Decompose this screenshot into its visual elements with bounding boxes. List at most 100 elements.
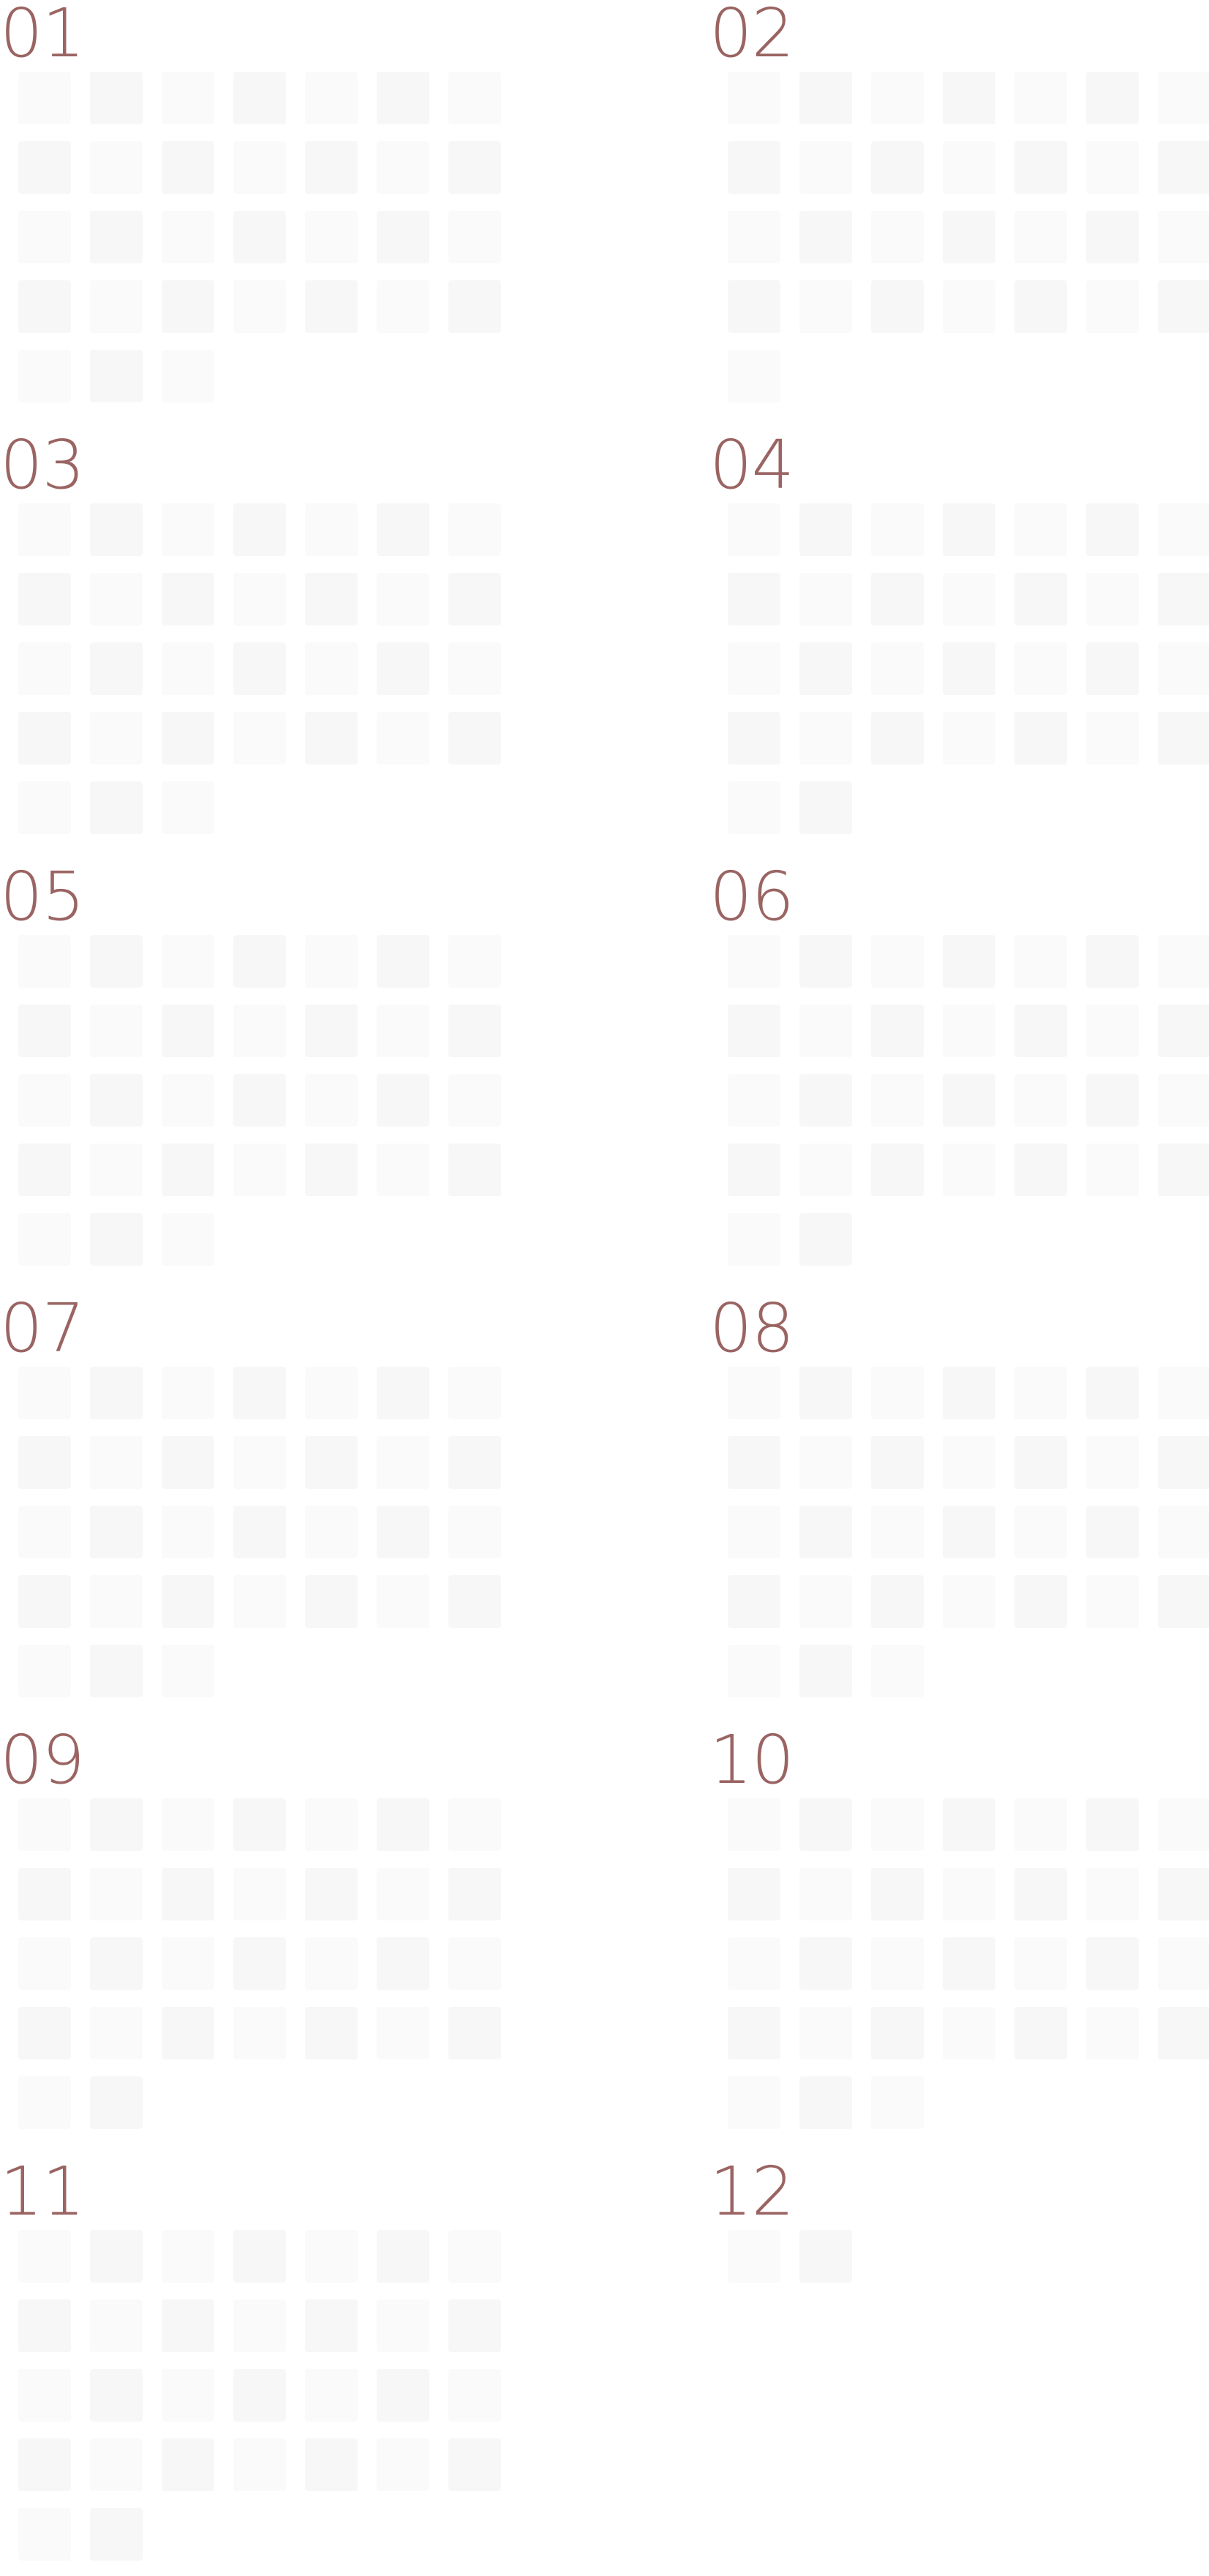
day-cell[interactable] [377,2007,429,2059]
day-cell[interactable] [305,642,358,695]
day-cell[interactable] [233,141,286,194]
day-cell[interactable] [871,1645,924,1697]
day-cell[interactable] [799,280,852,333]
day-cell[interactable] [871,1575,924,1628]
day-cell[interactable] [943,1005,995,1057]
day-cell[interactable] [18,211,71,263]
day-cell[interactable] [305,1575,358,1628]
day-cell[interactable] [1158,1575,1209,1628]
day-cell[interactable] [90,1798,143,1851]
day-cell[interactable] [943,1074,995,1127]
day-cell[interactable] [305,1868,358,1920]
day-cell[interactable] [90,2299,143,2352]
day-cell[interactable] [377,1506,429,1558]
day-cell[interactable] [1014,211,1067,263]
day-cell[interactable] [162,1798,214,1851]
day-cell[interactable] [90,211,143,263]
day-cell[interactable] [233,2299,286,2352]
day-cell[interactable] [871,1144,924,1196]
day-cell[interactable] [943,280,995,333]
day-cell[interactable] [448,2299,501,2352]
day-cell[interactable] [943,211,995,263]
day-cell[interactable] [18,1868,71,1920]
day-cell[interactable] [728,1005,780,1057]
day-cell[interactable] [162,503,214,556]
day-cell[interactable] [1086,280,1139,333]
day-cell[interactable] [305,280,358,333]
day-cell[interactable] [943,72,995,124]
day-cell[interactable] [1158,1005,1209,1057]
day-cell[interactable] [162,573,214,626]
day-cell[interactable] [305,141,358,194]
day-cell[interactable] [448,72,501,124]
day-cell[interactable] [1158,1367,1209,1419]
day-cell[interactable] [1086,1074,1139,1127]
day-cell[interactable] [448,712,501,765]
day-cell[interactable] [1086,935,1139,988]
day-cell[interactable] [799,712,852,765]
day-cell[interactable] [90,781,143,834]
day-cell[interactable] [871,141,924,194]
day-cell[interactable] [18,350,71,402]
day-cell[interactable] [162,72,214,124]
day-cell[interactable] [18,1506,71,1558]
day-cell[interactable] [871,1868,924,1920]
day-cell[interactable] [90,573,143,626]
day-cell[interactable] [799,1798,852,1851]
day-cell[interactable] [162,1213,214,1266]
day-cell[interactable] [233,2369,286,2422]
day-cell[interactable] [1086,1937,1139,1990]
day-cell[interactable] [1158,642,1209,695]
day-cell[interactable] [90,935,143,988]
day-cell[interactable] [90,1937,143,1990]
day-cell[interactable] [377,1074,429,1127]
day-cell[interactable] [233,280,286,333]
day-cell[interactable] [233,2007,286,2059]
day-cell[interactable] [162,2438,214,2491]
day-cell[interactable] [871,1436,924,1489]
day-cell[interactable] [233,712,286,765]
day-cell[interactable] [728,781,780,834]
day-cell[interactable] [90,2007,143,2059]
day-cell[interactable] [377,72,429,124]
day-cell[interactable] [305,503,358,556]
day-cell[interactable] [90,1506,143,1558]
day-cell[interactable] [18,1645,71,1697]
day-cell[interactable] [871,573,924,626]
day-cell[interactable] [18,642,71,695]
day-cell[interactable] [162,1575,214,1628]
day-cell[interactable] [233,211,286,263]
day-cell[interactable] [1086,1144,1139,1196]
day-cell[interactable] [943,935,995,988]
day-cell[interactable] [728,350,780,402]
day-cell[interactable] [305,1144,358,1196]
day-cell[interactable] [448,2007,501,2059]
day-cell[interactable] [377,2438,429,2491]
day-cell[interactable] [90,72,143,124]
day-cell[interactable] [18,503,71,556]
day-cell[interactable] [448,1937,501,1990]
day-cell[interactable] [799,1367,852,1419]
day-cell[interactable] [233,1074,286,1127]
day-cell[interactable] [162,781,214,834]
day-cell[interactable] [377,1868,429,1920]
day-cell[interactable] [728,2230,780,2283]
day-cell[interactable] [448,1575,501,1628]
day-cell[interactable] [1086,211,1139,263]
day-cell[interactable] [1014,1367,1067,1419]
day-cell[interactable] [448,503,501,556]
day-cell[interactable] [1086,72,1139,124]
day-cell[interactable] [448,935,501,988]
day-cell[interactable] [90,350,143,402]
day-cell[interactable] [90,2230,143,2283]
day-cell[interactable] [728,573,780,626]
day-cell[interactable] [305,1937,358,1990]
day-cell[interactable] [1086,642,1139,695]
day-cell[interactable] [305,211,358,263]
day-cell[interactable] [799,2007,852,2059]
day-cell[interactable] [1158,280,1209,333]
day-cell[interactable] [305,2007,358,2059]
day-cell[interactable] [943,1575,995,1628]
day-cell[interactable] [90,1367,143,1419]
day-cell[interactable] [871,642,924,695]
